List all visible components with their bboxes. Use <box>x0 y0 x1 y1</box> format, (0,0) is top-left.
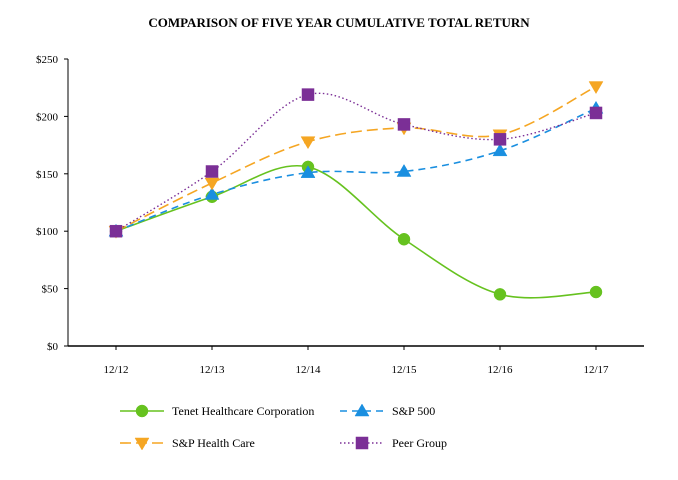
series-markers <box>108 81 604 301</box>
y-tick-label: $0 <box>47 341 59 353</box>
data-point-tenet-healthcare-corporation <box>493 288 507 301</box>
data-point-sandp-health-care <box>588 81 604 95</box>
data-point-tenet-healthcare-corporation <box>397 232 411 246</box>
legend-item-sandp-health-care: S&P Health Care <box>120 436 255 451</box>
y-tick-label: $100 <box>36 226 59 238</box>
data-point-peer-group <box>301 88 315 101</box>
series-line-sandp-health-care <box>115 85 597 232</box>
data-point-tenet-healthcare-corporation <box>589 285 603 299</box>
data-point-sandp-500 <box>204 186 220 200</box>
series-line-sandp-500 <box>115 107 597 232</box>
legend-marker-tenet-healthcare-corporation <box>135 404 149 418</box>
series-line-peer-group <box>115 92 597 232</box>
legend-item-tenet-healthcare-corporation: Tenet Healthcare Corporation <box>120 404 314 418</box>
data-point-peer-group <box>109 224 123 238</box>
series-line-tenet-healthcare-corporation <box>115 164 597 299</box>
data-point-peer-group <box>397 118 411 131</box>
data-point-sandp-500 <box>396 164 412 177</box>
data-point-sandp-health-care <box>300 136 316 150</box>
legend-item-peer-group: Peer Group <box>340 436 447 450</box>
legend-item-sandp-500: S&P 500 <box>340 403 435 418</box>
data-point-peer-group <box>589 106 603 120</box>
legend-label-tenet-healthcare-corporation: Tenet Healthcare Corporation <box>172 404 314 418</box>
x-tick-label: 12/15 <box>391 364 417 376</box>
legend: Tenet Healthcare Corporation S&P 500 S&P H… <box>120 403 447 451</box>
x-tick-label: 12/16 <box>487 364 513 376</box>
x-tick-label: 12/13 <box>199 364 225 376</box>
legend-marker-sandp-500 <box>354 403 370 417</box>
x-tick-label: 12/14 <box>295 364 321 376</box>
y-tick-label: $200 <box>36 111 59 123</box>
legend-marker-sandp-health-care <box>134 437 150 451</box>
y-tick-label: $250 <box>36 54 59 66</box>
axes: $0 $50 $100 $150 $200 $250 12/12 12/13 12/14 12/1… <box>36 54 644 376</box>
data-point-peer-group <box>493 133 507 146</box>
y-tick-label: $50 <box>42 284 59 296</box>
legend-label-sandp-health-care: S&P Health Care <box>172 436 255 450</box>
x-tick-label: 12/12 <box>103 364 128 376</box>
chart-title: COMPARISON OF FIVE YEAR CUMULATIVE TOTAL… <box>148 15 530 30</box>
legend-label-peer-group: Peer Group <box>392 436 447 450</box>
x-tick-label: 12/17 <box>583 364 609 376</box>
legend-label-sandp-500: S&P 500 <box>392 404 435 418</box>
y-tick-label: $150 <box>36 169 59 181</box>
series-lines <box>115 85 597 299</box>
data-point-sandp-500 <box>492 143 508 157</box>
data-point-sandp-500 <box>300 165 316 178</box>
legend-marker-peer-group <box>355 436 369 450</box>
data-point-sandp-health-care <box>204 177 220 191</box>
data-point-peer-group <box>205 165 219 178</box>
